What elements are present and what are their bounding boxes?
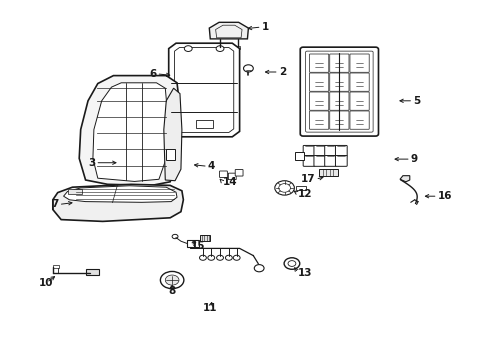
- FancyBboxPatch shape: [309, 54, 328, 72]
- FancyBboxPatch shape: [309, 73, 328, 91]
- FancyBboxPatch shape: [313, 145, 325, 156]
- Text: 7: 7: [51, 199, 59, 210]
- Polygon shape: [63, 186, 177, 202]
- Bar: [53, 265, 59, 268]
- FancyBboxPatch shape: [324, 145, 336, 156]
- FancyBboxPatch shape: [329, 54, 348, 72]
- Bar: [85, 269, 99, 275]
- FancyBboxPatch shape: [300, 47, 378, 136]
- Text: 17: 17: [300, 174, 315, 184]
- Polygon shape: [79, 76, 180, 185]
- Circle shape: [284, 258, 299, 269]
- Text: 10: 10: [39, 278, 54, 288]
- Text: 3: 3: [88, 158, 95, 168]
- FancyBboxPatch shape: [349, 111, 368, 129]
- Circle shape: [278, 184, 290, 192]
- Text: 11: 11: [203, 303, 217, 313]
- Text: 6: 6: [149, 69, 156, 79]
- FancyBboxPatch shape: [313, 156, 325, 166]
- Text: 15: 15: [190, 240, 205, 251]
- Bar: [195, 120, 212, 128]
- Bar: [295, 152, 304, 160]
- Text: 13: 13: [298, 268, 312, 278]
- FancyBboxPatch shape: [303, 156, 314, 166]
- Circle shape: [216, 46, 224, 51]
- Bar: [199, 235, 210, 241]
- Bar: [318, 169, 338, 176]
- FancyBboxPatch shape: [349, 73, 368, 91]
- FancyBboxPatch shape: [349, 54, 368, 72]
- Polygon shape: [209, 22, 248, 39]
- FancyBboxPatch shape: [335, 145, 346, 156]
- Bar: [218, 46, 222, 49]
- FancyBboxPatch shape: [309, 111, 328, 129]
- Text: 9: 9: [410, 154, 417, 164]
- FancyBboxPatch shape: [349, 92, 368, 110]
- FancyBboxPatch shape: [235, 170, 243, 176]
- Text: 2: 2: [278, 67, 285, 77]
- Circle shape: [160, 271, 183, 289]
- Bar: [166, 149, 175, 160]
- Circle shape: [287, 261, 295, 266]
- Circle shape: [165, 275, 179, 285]
- FancyBboxPatch shape: [335, 156, 346, 166]
- FancyBboxPatch shape: [309, 92, 328, 110]
- Bar: [186, 240, 198, 247]
- FancyBboxPatch shape: [324, 156, 336, 166]
- FancyBboxPatch shape: [329, 111, 348, 129]
- Polygon shape: [93, 83, 167, 181]
- Polygon shape: [163, 88, 182, 181]
- FancyBboxPatch shape: [303, 145, 314, 156]
- Bar: [235, 46, 239, 49]
- FancyBboxPatch shape: [329, 92, 348, 110]
- Polygon shape: [53, 184, 183, 221]
- Text: 8: 8: [168, 286, 175, 296]
- FancyBboxPatch shape: [228, 173, 236, 180]
- Text: 5: 5: [412, 96, 420, 106]
- Circle shape: [274, 181, 294, 195]
- Text: 16: 16: [437, 191, 451, 201]
- Circle shape: [184, 46, 192, 51]
- FancyBboxPatch shape: [305, 51, 372, 132]
- Polygon shape: [399, 176, 409, 182]
- Bar: [68, 189, 82, 194]
- FancyBboxPatch shape: [329, 73, 348, 91]
- FancyBboxPatch shape: [219, 171, 227, 177]
- Text: 1: 1: [261, 22, 268, 32]
- Text: 12: 12: [298, 189, 312, 199]
- Bar: [295, 186, 305, 190]
- Text: 4: 4: [207, 161, 215, 171]
- Polygon shape: [168, 43, 239, 137]
- Text: 14: 14: [222, 177, 237, 187]
